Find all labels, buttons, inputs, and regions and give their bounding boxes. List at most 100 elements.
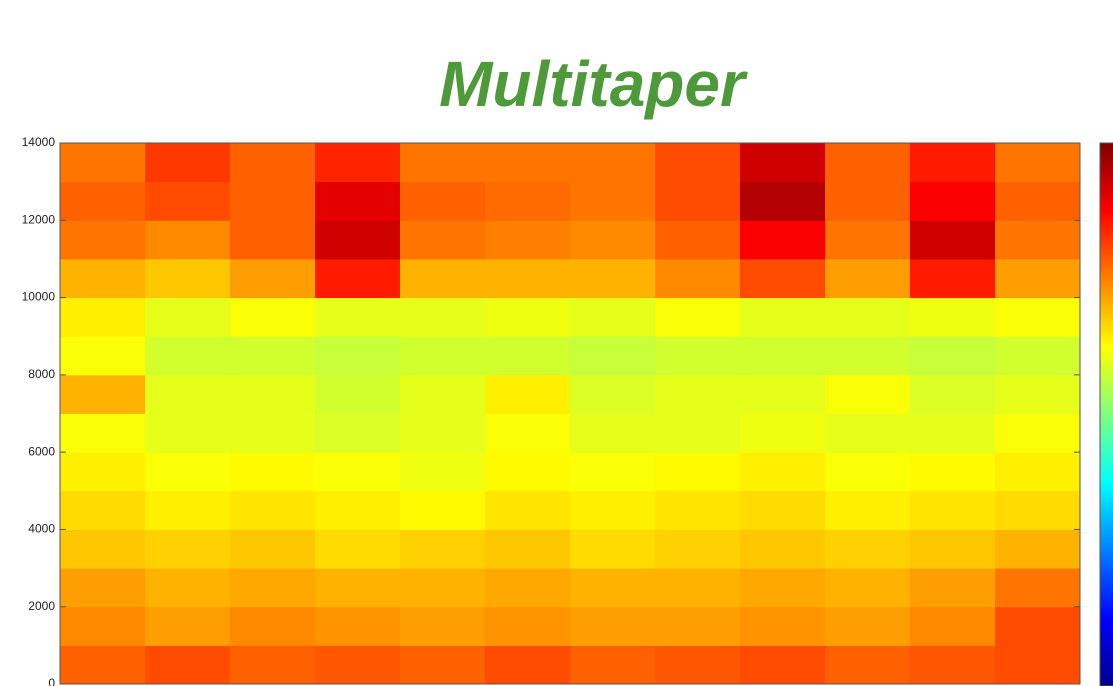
heatmap-cell (655, 607, 741, 646)
heatmap-cell (230, 220, 316, 259)
heatmap-cell (995, 259, 1081, 298)
heatmap-cell (60, 182, 146, 221)
heatmap-cell (740, 259, 826, 298)
heatmap-cell (400, 375, 486, 414)
heatmap-cell (740, 143, 826, 182)
colorbar (1100, 143, 1113, 686)
y-tick-label: 6000 (28, 444, 55, 458)
heatmap-cell (60, 529, 146, 568)
heatmap-cell (485, 182, 571, 221)
heatmap-cell (60, 645, 146, 684)
heatmap-cell (230, 143, 316, 182)
heatmap-cell (315, 491, 401, 530)
heatmap-cell (995, 220, 1081, 259)
heatmap-cell (400, 259, 486, 298)
heatmap-cell (655, 182, 741, 221)
heatmap-cell (655, 414, 741, 453)
heatmap-cell (230, 568, 316, 607)
heatmap-cell (655, 143, 741, 182)
y-tick-label: 8000 (28, 367, 55, 381)
heatmap-cell (145, 220, 231, 259)
heatmap-cell (740, 645, 826, 684)
heatmap-cell (825, 143, 911, 182)
heatmap-cell (485, 298, 571, 337)
heatmap-cell (995, 375, 1081, 414)
heatmap-cell (315, 607, 401, 646)
heatmap-cell (910, 220, 996, 259)
y-tick-label: 2000 (28, 599, 55, 613)
heatmap-cell (570, 645, 656, 684)
heatmap-cell (740, 568, 826, 607)
heatmap-cell (230, 182, 316, 221)
heatmap-cell (145, 491, 231, 530)
heatmap-cell (485, 607, 571, 646)
heatmap-cell (570, 491, 656, 530)
heatmap-cell (570, 414, 656, 453)
heatmap-cell (910, 529, 996, 568)
heatmap-cell (825, 491, 911, 530)
heatmap-cell (400, 491, 486, 530)
heatmap-cell (570, 220, 656, 259)
heatmap-cell (825, 607, 911, 646)
heatmap-cell (315, 568, 401, 607)
heatmap-cell (145, 529, 231, 568)
heatmap-cell (315, 645, 401, 684)
heatmap-cell (230, 607, 316, 646)
heatmap-cell (910, 298, 996, 337)
heatmap-cell (740, 414, 826, 453)
heatmap-cell (740, 529, 826, 568)
heatmap-cell (570, 568, 656, 607)
heatmap-cell (570, 607, 656, 646)
heatmap-cell (570, 259, 656, 298)
heatmap-cell (60, 336, 146, 375)
heatmap-cell (145, 375, 231, 414)
heatmap-cell (910, 452, 996, 491)
heatmap-cell (230, 645, 316, 684)
heatmap-cell (825, 182, 911, 221)
heatmap-cell (60, 452, 146, 491)
heatmap-cell (315, 336, 401, 375)
heatmap-cell (485, 529, 571, 568)
heatmap-cell (825, 645, 911, 684)
heatmap-cell (145, 298, 231, 337)
heatmap-cell (400, 336, 486, 375)
heatmap-cell (910, 375, 996, 414)
heatmap-cell (995, 568, 1081, 607)
heatmap-cell (740, 375, 826, 414)
heatmap-cell (145, 182, 231, 221)
heatmap-cell (230, 529, 316, 568)
heatmap-cell (315, 182, 401, 221)
heatmap-cell (485, 452, 571, 491)
heatmap-cell (230, 375, 316, 414)
heatmap-cell (60, 491, 146, 530)
heatmap-cell (485, 336, 571, 375)
heatmap-cell (995, 607, 1081, 646)
y-tick-label: 12000 (22, 212, 56, 226)
heatmap-cell (60, 568, 146, 607)
heatmap-cell (60, 298, 146, 337)
heatmap-cell (60, 220, 146, 259)
heatmap (60, 143, 1081, 685)
heatmap-cell (400, 298, 486, 337)
chart-title: Multitaper (439, 48, 748, 120)
heatmap-cell (485, 491, 571, 530)
heatmap-cell (400, 645, 486, 684)
heatmap-cell (995, 182, 1081, 221)
heatmap-cell (995, 298, 1081, 337)
y-tick-label: 4000 (28, 522, 55, 536)
heatmap-cell (145, 607, 231, 646)
heatmap-cell (910, 336, 996, 375)
heatmap-cell (400, 452, 486, 491)
heatmap-cell (315, 529, 401, 568)
page: {"chart_data": {"type": "heatmap", "titl… (0, 0, 1113, 686)
heatmap-cell (910, 645, 996, 684)
heatmap-cell (995, 336, 1081, 375)
heatmap-cell (60, 143, 146, 182)
heatmap-cell (145, 645, 231, 684)
heatmap-cell (400, 607, 486, 646)
heatmap-cell (145, 143, 231, 182)
heatmap-cell (485, 414, 571, 453)
heatmap-cell (995, 491, 1081, 530)
heatmap-cell (910, 414, 996, 453)
heatmap-cell (910, 143, 996, 182)
